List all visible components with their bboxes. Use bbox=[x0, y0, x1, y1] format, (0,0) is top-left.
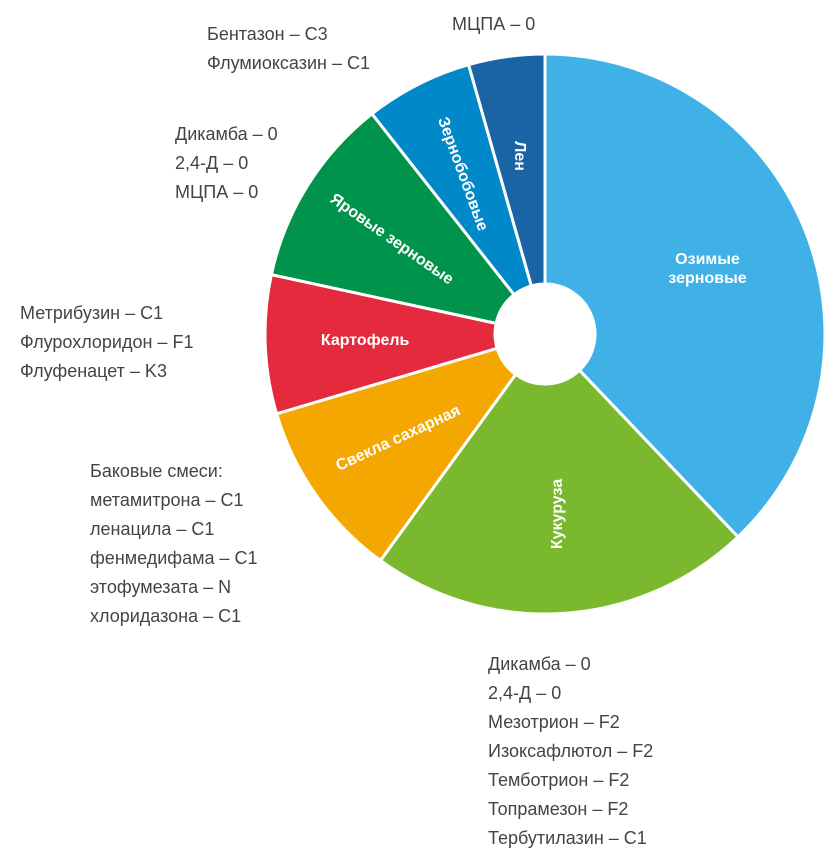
donut-slice bbox=[269, 111, 517, 326]
annotation-line: Дикамба – 0 bbox=[488, 654, 591, 674]
annotation-line: Флумиоксазин – C1 bbox=[207, 53, 370, 73]
annotation-line: Тербутилазин – C1 bbox=[488, 828, 647, 848]
annotation-line: ленацила – C1 bbox=[90, 519, 214, 539]
donut-slice bbox=[543, 52, 827, 540]
annotation-line: этофумезата – N bbox=[90, 577, 231, 597]
annotation-line: метамитрона – C1 bbox=[90, 490, 244, 510]
annotation-line: Темботрион – F2 bbox=[488, 770, 629, 790]
slice-label: Лен bbox=[511, 140, 529, 171]
annotation-line: 2,4-Д – 0 bbox=[175, 153, 248, 173]
donut-slice bbox=[378, 368, 741, 616]
annotation-line: Топрамезон – F2 bbox=[488, 799, 628, 819]
annotation-line: Мезотрион – F2 bbox=[488, 712, 620, 732]
donut-slice bbox=[466, 52, 547, 288]
slice-label: Картофель bbox=[320, 332, 410, 350]
annotation-line: фенмедифама – C1 bbox=[90, 548, 258, 568]
annotation-line: Дикамба – 0 bbox=[175, 124, 278, 144]
slice-label: Озимые зерновые bbox=[668, 251, 747, 288]
annotation-line: 2,4-Д – 0 bbox=[488, 683, 561, 703]
annotation-line: Метрибузин – C1 bbox=[20, 303, 163, 323]
annotation-line: МЦПА – 0 bbox=[175, 182, 258, 202]
annotation-line: хлоридазона – C1 bbox=[90, 606, 241, 626]
annotation-line: Изоксафлютол – F2 bbox=[488, 741, 653, 761]
donut-slice bbox=[263, 272, 499, 416]
annotation-line: Флуфенацет – K3 bbox=[20, 361, 167, 381]
annotation-line: Бентазон – C3 bbox=[207, 24, 328, 44]
annotation-line: Баковые смеси: bbox=[90, 461, 223, 481]
annotation-line: МЦПА – 0 bbox=[452, 14, 535, 34]
donut-slice bbox=[274, 346, 518, 563]
annotation-line: Флурохлоридон – F1 bbox=[20, 332, 193, 352]
slice-label: Кукуруза bbox=[548, 478, 566, 549]
